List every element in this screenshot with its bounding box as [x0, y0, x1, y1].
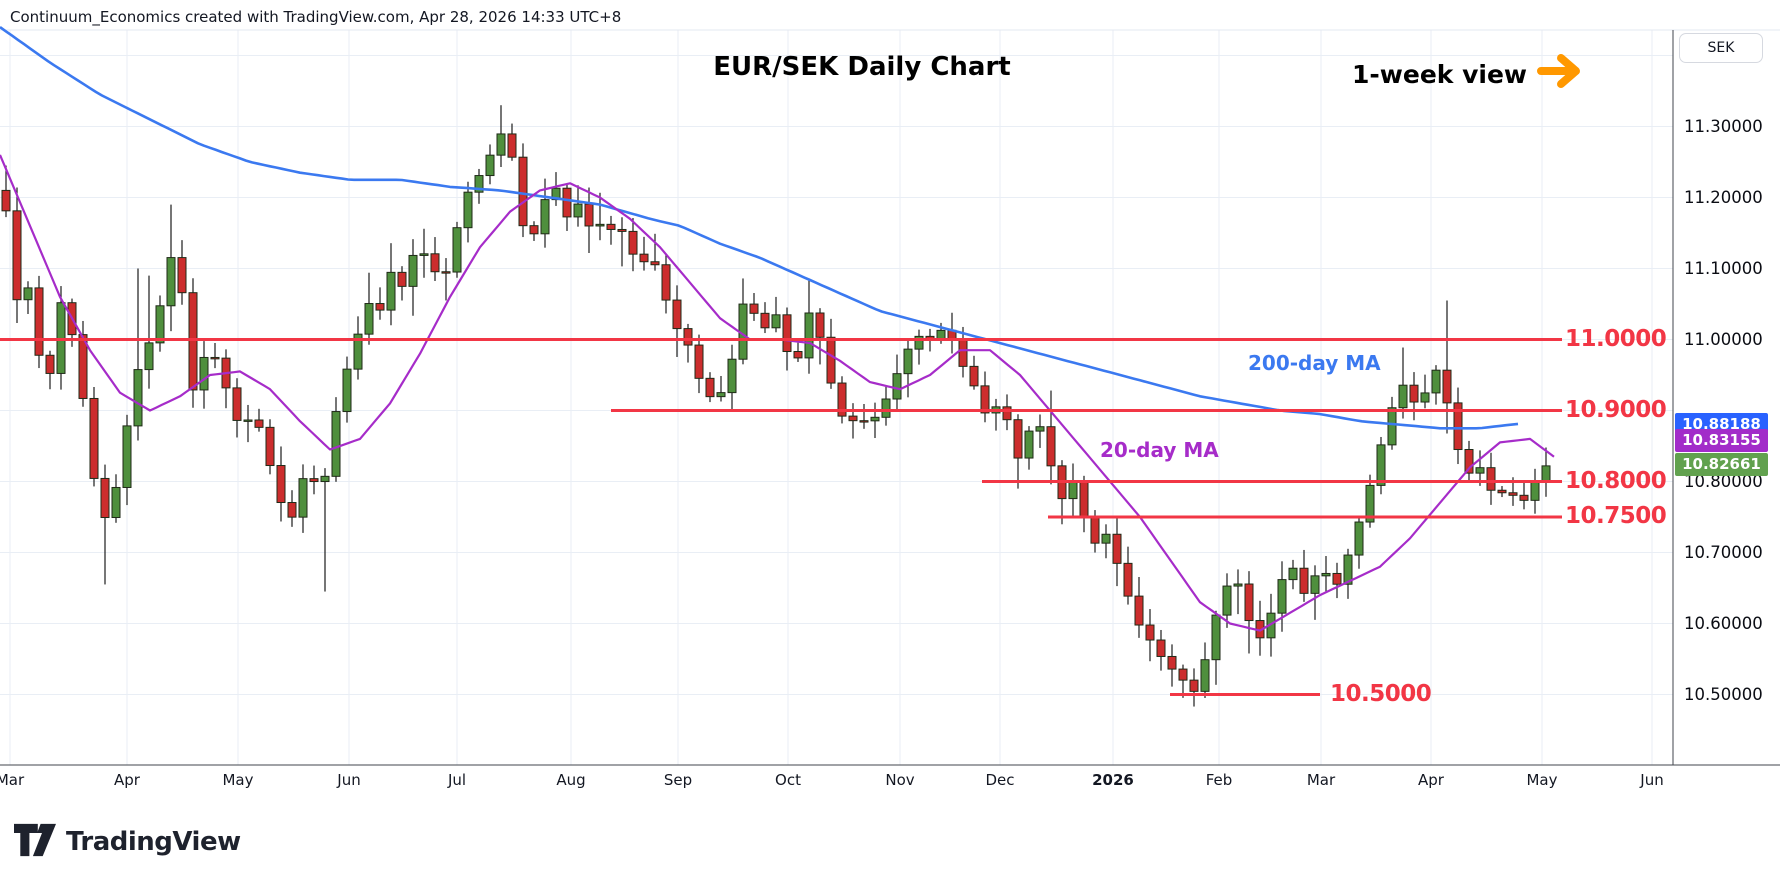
date-tick-label: 2026	[1092, 771, 1134, 789]
date-tick-label: Aug	[556, 771, 586, 789]
price-tick-label: 11.00000	[1684, 329, 1763, 349]
price-tick-label: 10.70000	[1684, 542, 1763, 562]
level-label: 10.8000	[1565, 467, 1667, 494]
price-tick-label: 10.60000	[1684, 613, 1763, 633]
date-tick-label: Jun	[1640, 771, 1664, 789]
date-tick-label: Nov	[885, 771, 915, 789]
level-label: 10.7500	[1565, 503, 1667, 529]
date-tick-label: May	[222, 771, 254, 789]
date-tick-label: Mar	[0, 771, 25, 789]
price-badge: 10.82661	[1675, 452, 1768, 476]
tradingview-logo[interactable]: TradingView	[14, 822, 241, 862]
price-tick-label: 11.30000	[1684, 116, 1763, 136]
attribution-text: Continuum_Economics created with Trading…	[10, 8, 622, 26]
price-tick-label: 10.50000	[1684, 684, 1763, 704]
date-tick-label: Apr	[1418, 771, 1444, 789]
date-tick-label: Sep	[663, 771, 693, 789]
date-tick-label: Oct	[775, 771, 801, 789]
price-tick-label: 11.10000	[1684, 258, 1763, 278]
chart-title: EUR/SEK Daily Chart	[713, 52, 1011, 82]
label-20-day-ma: 20-day MA	[1100, 438, 1219, 462]
level-label: 10.9000	[1565, 396, 1667, 423]
label-200-day-ma: 200-day MA	[1248, 351, 1381, 375]
date-tick-label: Apr	[114, 771, 140, 789]
date-tick-label: Mar	[1306, 771, 1336, 789]
date-tick-label: Jun	[337, 771, 361, 789]
price-tick-label: 11.20000	[1684, 187, 1763, 207]
tradingview-logo-icon	[14, 822, 56, 862]
currency-button[interactable]: SEK	[1679, 33, 1763, 63]
date-tick-label: Jul	[447, 771, 467, 789]
price-tick-label: 10.80000	[1684, 471, 1763, 491]
level-label: 10.5000	[1330, 680, 1432, 707]
date-tick-label: Dec	[985, 771, 1015, 789]
annotation-1-week-view: 1-week view	[1352, 60, 1528, 89]
tradingview-logo-text: TradingView	[66, 827, 241, 857]
date-tick-label: Feb	[1205, 771, 1233, 789]
date-tick-label: May	[1526, 771, 1558, 789]
level-label: 11.0000	[1565, 325, 1667, 352]
price-badge: 10.83155	[1675, 428, 1768, 452]
right-arrow-icon	[1536, 50, 1584, 96]
